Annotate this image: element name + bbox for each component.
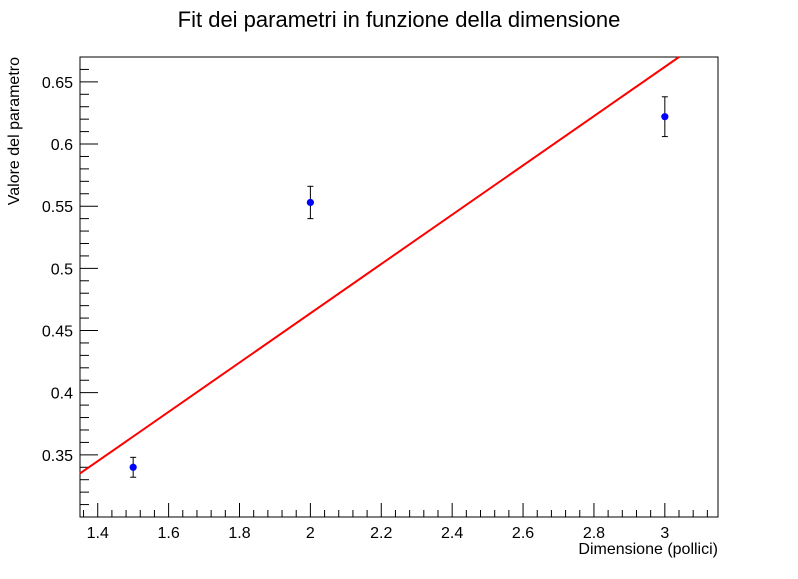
fit-line — [79, 56, 680, 475]
x-tick-label: 2.8 — [583, 525, 605, 542]
data-point — [129, 463, 137, 471]
y-axis: 0.35 0.4 0.45 0.5 0.55 0.6 0.65 — [42, 56, 98, 518]
x-tick-label: 2.6 — [512, 525, 534, 542]
x-tick-label: 2.2 — [370, 525, 392, 542]
data-point — [661, 113, 669, 121]
x-tick-label: 3 — [660, 525, 669, 542]
y-tick-label: 0.35 — [42, 448, 73, 465]
y-tick-label: 0.5 — [51, 261, 73, 278]
x-tick-label: 1.6 — [157, 525, 179, 542]
x-axis: 1.4 1.6 1.8 2 2.2 2.4 2.6 2.8 3 — [83, 503, 708, 542]
y-tick-label: 0.45 — [42, 324, 73, 341]
plot-frame — [79, 56, 719, 518]
x-tick-label: 2.4 — [441, 525, 463, 542]
y-axis-label: Valore del parametro — [6, 57, 23, 205]
y-tick-label: 0.4 — [51, 386, 73, 403]
fit-line-layer — [79, 56, 680, 475]
x-axis-label: Dimensione (pollici) — [578, 541, 718, 558]
y-tick-label: 0.6 — [51, 137, 73, 154]
x-tick-label: 2 — [306, 525, 315, 542]
y-tick-label: 0.65 — [42, 75, 73, 92]
data-points-layer — [129, 96, 669, 478]
chart-title: Fit dei parametri in funzione della dime… — [178, 7, 621, 32]
data-point — [306, 198, 314, 207]
x-tick-label: 1.4 — [87, 525, 109, 542]
x-tick-label: 1.8 — [228, 525, 250, 542]
y-tick-label: 0.55 — [42, 199, 73, 216]
